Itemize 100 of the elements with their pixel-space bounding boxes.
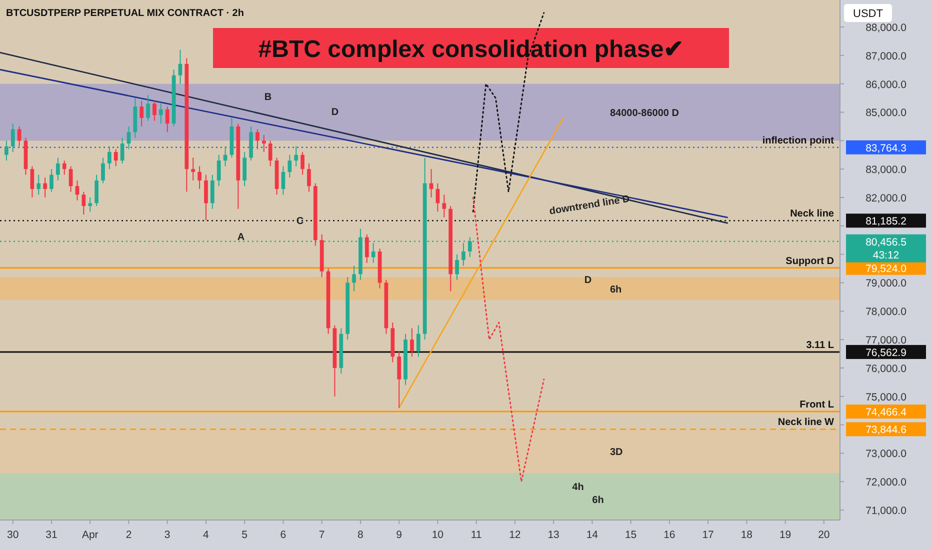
candlestick xyxy=(88,196,92,212)
x-tick-label: 14 xyxy=(586,529,598,541)
candlestick xyxy=(397,350,402,408)
candlestick xyxy=(178,49,182,84)
y-tick-label: 79,524.0 xyxy=(866,262,907,275)
ref-line-label: Front L xyxy=(800,400,834,411)
candlestick xyxy=(262,134,266,153)
candlestick xyxy=(107,146,112,170)
y-tick-label: 76,000.0 xyxy=(866,362,907,375)
candlestick xyxy=(307,162,311,192)
candlestick xyxy=(82,191,86,216)
x-tick-label: 9 xyxy=(396,529,402,541)
candlestick xyxy=(165,106,170,133)
y-tick-label: 86,000.0 xyxy=(866,78,907,91)
text: BTCUSDTPERP PERPETUAL MIX CONTRACT · 2h xyxy=(6,8,244,19)
candlestick xyxy=(198,166,202,190)
x-tick-label: 7 xyxy=(318,529,325,541)
annotation: downtrend line D xyxy=(548,194,631,218)
y-tick-label: 87,000.0 xyxy=(866,50,907,62)
candlestick xyxy=(455,254,459,280)
candlestick xyxy=(204,174,208,221)
y-tick-label: 88,000.0 xyxy=(866,22,907,34)
candlestick xyxy=(94,174,98,207)
y-tick-label: 76,562.9 xyxy=(866,346,907,359)
candlestick xyxy=(62,160,66,176)
x-tick-label: 30 xyxy=(7,529,19,541)
candlestick xyxy=(152,100,156,122)
candlestick xyxy=(364,234,369,264)
candlestick xyxy=(126,126,131,150)
y-tick-label: 73,000.0 xyxy=(866,448,907,460)
x-tick-label: 4 xyxy=(203,529,210,541)
candlestick xyxy=(43,177,47,198)
candlestick xyxy=(75,180,80,201)
candlestick xyxy=(416,324,420,358)
ref-line-label: Neck line W xyxy=(778,417,835,428)
candlestick xyxy=(56,157,60,181)
y-tick-label: 81,185.2 xyxy=(866,216,907,228)
candlestick xyxy=(191,157,196,181)
candlestick xyxy=(216,154,221,187)
x-tick-label: 16 xyxy=(664,529,676,541)
y-tick-label: 83,000.0 xyxy=(866,164,907,176)
x-tick-label: 6 xyxy=(280,529,286,541)
candlestick xyxy=(114,148,118,167)
x-tick-label: 11 xyxy=(470,529,482,541)
x-tick-label: 12 xyxy=(509,529,521,541)
x-tick-label: 3 xyxy=(164,529,170,541)
ref-line-label: Support D xyxy=(786,256,834,267)
x-tick-label: 31 xyxy=(46,529,58,541)
candlestick xyxy=(410,328,414,358)
annotation: A xyxy=(237,232,245,243)
y-tick-label: 85,000.0 xyxy=(866,107,907,120)
y-tick-label: 77,000.0 xyxy=(866,334,907,347)
candlestick xyxy=(442,194,446,218)
x-tick-label: 19 xyxy=(779,529,792,541)
y-axis-title: USDT xyxy=(853,8,884,20)
candlestick xyxy=(210,174,214,210)
y-tick-label: 72,000.0 xyxy=(866,476,907,489)
ref-line-label: 3.11 L xyxy=(806,340,834,351)
annotation: D xyxy=(331,107,339,118)
candlestick xyxy=(158,103,163,124)
candlestick xyxy=(300,152,304,176)
ref-line-label: Neck line xyxy=(790,208,834,220)
candlestick xyxy=(4,140,8,162)
annotation: D xyxy=(584,275,592,286)
text: 43:12 xyxy=(872,249,900,262)
x-tick-label: 15 xyxy=(624,529,637,541)
y-tick-label: 74,466.4 xyxy=(866,406,907,419)
candlestick xyxy=(30,166,34,198)
candlestick xyxy=(242,152,247,187)
annotation: 6h xyxy=(592,495,604,506)
x-tick-label: 20 xyxy=(818,529,830,541)
y-tick-label: 79,000.0 xyxy=(866,278,907,290)
candlestick xyxy=(50,168,54,192)
band-label: 3D xyxy=(610,447,623,458)
y-tick-label: 80,456.5 xyxy=(866,236,907,248)
y-tick-label: 71,000.0 xyxy=(866,505,907,518)
candlestick xyxy=(268,140,272,167)
band-label: 6h xyxy=(610,284,622,296)
y-tick-label: 78,000.0 xyxy=(866,306,907,318)
candlestick xyxy=(352,265,356,292)
y-tick-label: 83,764.3 xyxy=(866,142,907,154)
candlestick xyxy=(10,123,15,153)
annotation: B xyxy=(264,92,272,103)
candlestick xyxy=(281,166,286,196)
x-tick-label: 17 xyxy=(702,529,714,541)
x-tick-label: 13 xyxy=(548,529,560,541)
y-tick-label: 82,000.0 xyxy=(866,192,907,204)
candlestick xyxy=(256,128,260,150)
ref-line-label: inflection point xyxy=(762,135,835,146)
candlestick xyxy=(146,94,150,122)
band-label: 84000-86000 D xyxy=(610,108,679,120)
candlestick xyxy=(101,157,105,184)
candlestick xyxy=(288,154,292,178)
candlestick xyxy=(120,137,124,164)
x-tick-label: 10 xyxy=(432,529,444,541)
x-tick-label: 5 xyxy=(242,529,248,541)
text: #BTC complex consolidation phase✔ xyxy=(258,36,684,63)
x-tick-label: 8 xyxy=(358,529,364,541)
candlestick xyxy=(140,100,144,127)
candlestick xyxy=(68,166,73,192)
